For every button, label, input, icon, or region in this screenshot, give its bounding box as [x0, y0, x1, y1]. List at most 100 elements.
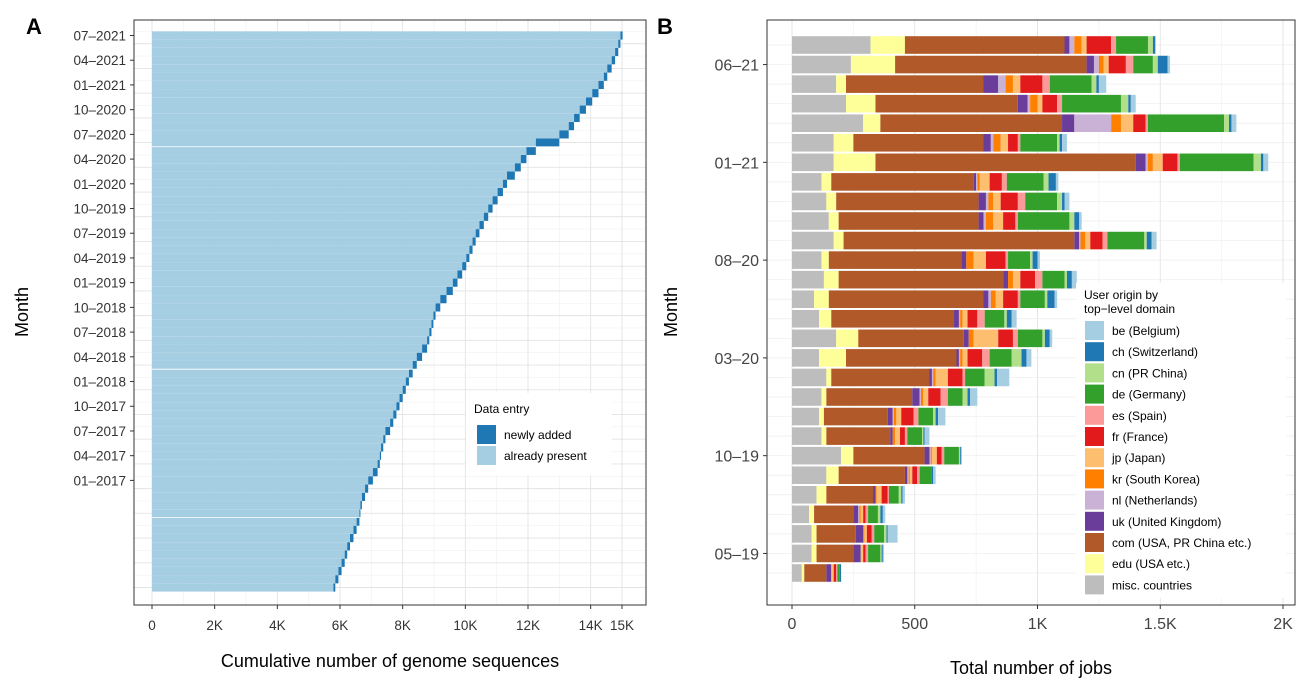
bar-segment: [1000, 192, 1018, 211]
bar-segment: [1020, 290, 1045, 309]
legend-label-newly-added: newly added: [504, 428, 571, 442]
panel-a-legend-title: Data entry: [474, 402, 529, 416]
bar-segment: [1020, 270, 1036, 289]
bar-segment: [1003, 270, 1009, 289]
legend-label: cn (PR China): [1112, 366, 1187, 380]
bar-segment: [1085, 231, 1091, 250]
legend-label: ch (Switzerland): [1112, 345, 1198, 359]
bar-newly-added: [469, 245, 473, 254]
bar-segment: [1062, 94, 1121, 113]
bar-segment: [846, 75, 984, 93]
bar-segment: [792, 36, 871, 54]
bar-segment: [913, 407, 919, 426]
bar-already-present: [152, 245, 470, 254]
bar-segment: [933, 407, 936, 426]
bar-newly-added: [353, 525, 357, 534]
bar-segment: [792, 270, 824, 289]
bar-newly-added: [347, 542, 351, 551]
bar-segment: [823, 270, 839, 289]
bar-segment: [1145, 153, 1148, 172]
y-tick-label: 04–2018: [73, 350, 126, 365]
bar-segment: [886, 525, 888, 543]
bar-segment: [929, 446, 931, 465]
bar-already-present: [152, 385, 403, 394]
bar-newly-added: [385, 426, 391, 436]
y-tick-label: 07–2019: [73, 226, 126, 241]
bar-segment: [1133, 114, 1146, 133]
bar-segment: [977, 173, 980, 191]
bar-newly-added: [535, 138, 560, 147]
bar-already-present: [152, 542, 348, 551]
bar-segment: [1086, 55, 1094, 74]
bar-segment: [892, 407, 894, 426]
bar-segment: [1017, 329, 1043, 348]
bar-already-present: [152, 484, 366, 493]
bar-already-present: [152, 369, 409, 378]
bar-segment: [962, 349, 968, 367]
bar-segment: [859, 505, 861, 524]
bar-already-present: [152, 122, 569, 131]
bar-segment: [909, 466, 913, 485]
x-tick-label: 14K: [579, 618, 603, 633]
bar-segment: [994, 368, 997, 387]
bar-segment: [1066, 270, 1072, 289]
bar-segment: [967, 388, 970, 406]
bar-segment: [792, 544, 812, 563]
bar-segment: [1147, 36, 1153, 54]
x-tick-label: 4K: [269, 618, 286, 633]
bar-segment: [792, 114, 864, 133]
bar-segment: [931, 368, 934, 387]
bar-segment: [792, 173, 822, 191]
bar-already-present: [152, 97, 586, 106]
bar-segment: [821, 427, 827, 445]
bar-newly-added: [422, 344, 428, 353]
bar-already-present: [152, 443, 382, 452]
bar-segment: [933, 466, 936, 485]
bar-segment: [836, 75, 847, 93]
bar-segment: [860, 505, 864, 524]
bar-segment: [858, 329, 964, 348]
bar-already-present: [152, 89, 593, 98]
bar-segment: [965, 368, 985, 387]
y-tick-label: 04–2021: [73, 53, 126, 68]
bar-segment: [792, 407, 820, 426]
bar-segment: [979, 173, 990, 191]
bar-segment: [985, 212, 994, 230]
bar-already-present: [152, 459, 378, 469]
bar-segment: [1071, 270, 1077, 289]
bar-already-present: [152, 492, 362, 501]
x-tick-label: 10K: [453, 618, 477, 633]
bar-segment: [836, 564, 838, 582]
bar-segment: [875, 94, 1018, 113]
bar-segment: [988, 192, 994, 211]
panel-a-bars: [152, 31, 623, 592]
bar-segment: [1167, 55, 1171, 74]
bar-segment: [983, 212, 986, 230]
bar-segment: [1062, 114, 1075, 133]
bar-newly-added: [507, 171, 515, 180]
y-tick-label: 07–2017: [73, 424, 126, 439]
bar-segment: [839, 564, 842, 582]
bar-segment: [1025, 192, 1058, 211]
bar-newly-added: [502, 179, 508, 188]
bar-newly-added: [514, 163, 521, 172]
bar-segment: [962, 388, 968, 406]
bar-segment: [1111, 36, 1117, 54]
bar-already-present: [152, 270, 458, 279]
bar-newly-added: [492, 196, 498, 205]
bar-already-present: [152, 410, 394, 419]
bar-segment: [1145, 114, 1148, 133]
bar-segment: [969, 388, 978, 406]
y-tick-label: 07–2018: [73, 325, 126, 340]
bar-newly-added: [479, 220, 484, 230]
bar-newly-added: [526, 146, 536, 155]
bar-segment: [1017, 290, 1021, 309]
x-tick-label: 500: [901, 616, 928, 633]
bar-already-present: [152, 583, 334, 592]
bar-segment: [896, 407, 902, 426]
bar-newly-added: [412, 360, 417, 370]
bar-segment: [1152, 153, 1163, 172]
bar-segment: [1044, 329, 1050, 348]
bar-already-present: [152, 146, 527, 155]
legend-swatch: [1085, 342, 1104, 362]
